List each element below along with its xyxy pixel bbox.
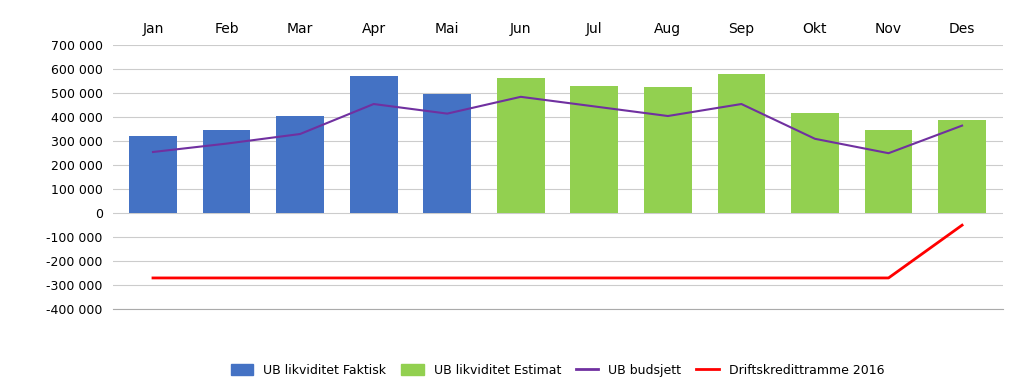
- Bar: [864, 130, 913, 213]
- Bar: [717, 74, 765, 213]
- Legend: UB likviditet Faktisk, UB likviditet Estimat, UB budsjett, Driftskredittramme 20: UB likviditet Faktisk, UB likviditet Est…: [230, 364, 885, 377]
- Bar: [424, 94, 472, 213]
- Bar: [497, 78, 544, 213]
- Bar: [791, 113, 839, 213]
- Bar: [129, 136, 177, 213]
- Bar: [350, 76, 398, 213]
- Bar: [938, 120, 986, 213]
- Bar: [571, 86, 618, 213]
- Bar: [643, 87, 692, 213]
- Bar: [203, 130, 251, 213]
- Bar: [276, 115, 324, 213]
